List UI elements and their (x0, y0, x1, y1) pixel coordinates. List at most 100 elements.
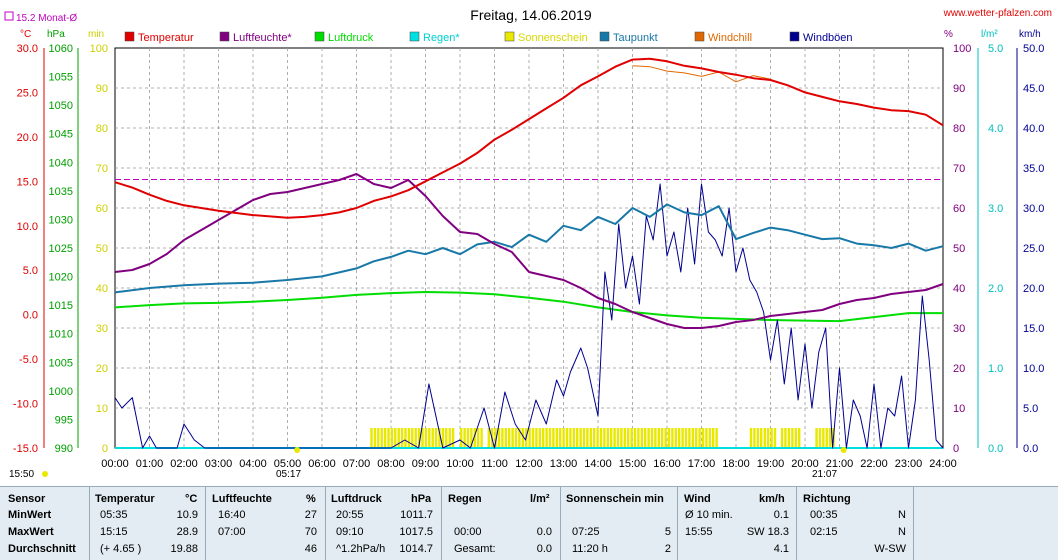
tick-label-time: 08:00 (377, 458, 405, 470)
stats-cell-dir_v: N (898, 509, 906, 521)
tick-label-wind: 20.0 (1023, 283, 1044, 295)
sunshine-bar (640, 428, 643, 448)
sunshine-bar (684, 428, 688, 448)
sunshine-bar (394, 428, 397, 448)
sunshine-bar (508, 428, 511, 448)
unit-hpa: hPa (47, 29, 65, 40)
stats-cell-label: Durchschnitt (8, 543, 76, 555)
sunshine-bar (494, 428, 497, 448)
sunshine-bar (463, 428, 466, 448)
sunshine-bar (511, 428, 514, 448)
sunshine-bar (565, 428, 569, 448)
sunrise-label: 05:17 (276, 469, 301, 480)
legend-swatch (219, 31, 230, 42)
tick-label-time: 09:00 (412, 458, 440, 470)
tick-label-pressure: 1030 (49, 214, 73, 226)
sunshine-bar (767, 428, 770, 448)
tick-label-time: 11:00 (481, 458, 508, 470)
tick-label-pressure: 990 (55, 443, 73, 455)
stats-cell-temp_t: 15:15 (100, 526, 128, 538)
sunshine-bar (451, 428, 455, 448)
stats-cell-temp_t: (+ 4.65 ) (100, 543, 142, 555)
sunshine-bar (441, 428, 445, 448)
tick-label-pressure: 1035 (49, 186, 73, 198)
tick-label-minutes: 20 (96, 363, 108, 375)
stats-cell-wind_t: Ø 10 min. (685, 509, 733, 521)
sunshine-bar (647, 428, 650, 448)
tick-label-percent: 60 (953, 203, 965, 215)
stats-cell-sun_v: 2 (664, 543, 671, 555)
sunshine-bar (671, 428, 674, 448)
sunshine-bar (599, 428, 603, 448)
sunshine-bar (538, 428, 541, 448)
sunshine-bar (644, 428, 647, 448)
sunshine-bar (610, 428, 613, 448)
sunshine-bar (822, 428, 825, 448)
legend-label: Windböen (803, 32, 853, 44)
site-link[interactable]: www.wetter-pfalzen.com (943, 8, 1052, 19)
tick-label-temp: 30.0 (17, 43, 38, 55)
sunshine-bar (623, 428, 626, 448)
tick-label-percent: 10 (953, 403, 965, 415)
sunshine-bar (589, 428, 592, 448)
legend: Temperatur Luftfeuchte* Luftdruck Regen* Son… (124, 31, 853, 44)
sunshine-bar (548, 428, 552, 448)
axes: 30.0 25.0 20.0 15.0 10.0 5.0 0.0 -5.0 -10.0 -15.0… (13, 43, 1044, 477)
tick-label-temp: 20.0 (17, 132, 38, 144)
sunshine-bar (773, 428, 777, 448)
stats-cell-temp_v: 10.9 (176, 509, 198, 521)
tick-label-temp: 10.0 (17, 221, 38, 233)
sunshine-bar (417, 428, 421, 448)
stats-cell-wind_v: 4.1 (773, 543, 789, 555)
tick-label-percent: 80 (953, 123, 965, 135)
sunshine-bar (576, 428, 579, 448)
sunshine-bar (825, 428, 828, 448)
tick-label-temp: 15.0 (17, 176, 38, 188)
sunshine-bar (531, 428, 535, 448)
tick-label-wind: 30.0 (1023, 203, 1044, 215)
tick-label-temp: -5.0 (19, 354, 38, 366)
month-avg-swatch (4, 11, 14, 21)
stats-cell-sun_t: 11:20 h (572, 543, 608, 555)
sunshine-bar (460, 428, 463, 448)
stats-cell-dir_t: 00:35 (810, 509, 838, 521)
stats-cell-hum_v: 46 (304, 543, 317, 555)
tick-label-time: 21:00 (826, 458, 854, 470)
tick-label-minutes: 90 (96, 83, 108, 95)
sunshine-bar (480, 428, 483, 448)
tick-label-minutes: 100 (90, 43, 108, 55)
sunshine-bar (555, 428, 558, 448)
unit-rain: l/m² (981, 29, 998, 40)
sunshine-bar (387, 428, 390, 448)
month-avg-label: 15.2 Monat-Ø (16, 13, 77, 24)
stats-cell-dir_v: N (898, 526, 906, 538)
tick-label-minutes: 10 (96, 403, 108, 415)
stats-header-sensor: Sensor (8, 493, 46, 505)
series-temperatur (114, 57, 944, 219)
legend-swatch (124, 31, 135, 42)
statistics-table: Sensor Temperatur °C Luftfeuchte % Luftd… (0, 486, 1058, 560)
tick-label-time: 05:00 (274, 458, 302, 470)
stats-header-hum-unit: % (306, 493, 316, 505)
legend-label: Luftdruck (328, 32, 374, 44)
sunshine-bar (818, 428, 822, 448)
stats-cell-sun_v: 5 (664, 526, 671, 538)
tick-label-time: 22:00 (860, 458, 888, 470)
legend-swatch (599, 31, 610, 42)
sunshine-bar (542, 428, 545, 448)
sunshine-bar (753, 428, 756, 448)
sunshine-bar (424, 428, 428, 448)
sunshine-bar (477, 428, 480, 448)
tick-label-rain: 4.0 (988, 123, 1003, 135)
sunshine-bar (606, 428, 609, 448)
sunshine-bar (582, 428, 586, 448)
tick-label-time: 00:00 (101, 458, 129, 470)
legend-label: Windchill (708, 32, 752, 44)
stats-cell-hum_v: 70 (304, 526, 317, 538)
sunshine-bar (596, 428, 599, 448)
sunshine-bar (545, 428, 548, 448)
tick-label-time: 12:00 (515, 458, 543, 470)
stats-cell-rain_t: Gesamt: (454, 543, 496, 555)
legend-swatch (694, 31, 705, 42)
sunshine-bar (681, 428, 684, 448)
